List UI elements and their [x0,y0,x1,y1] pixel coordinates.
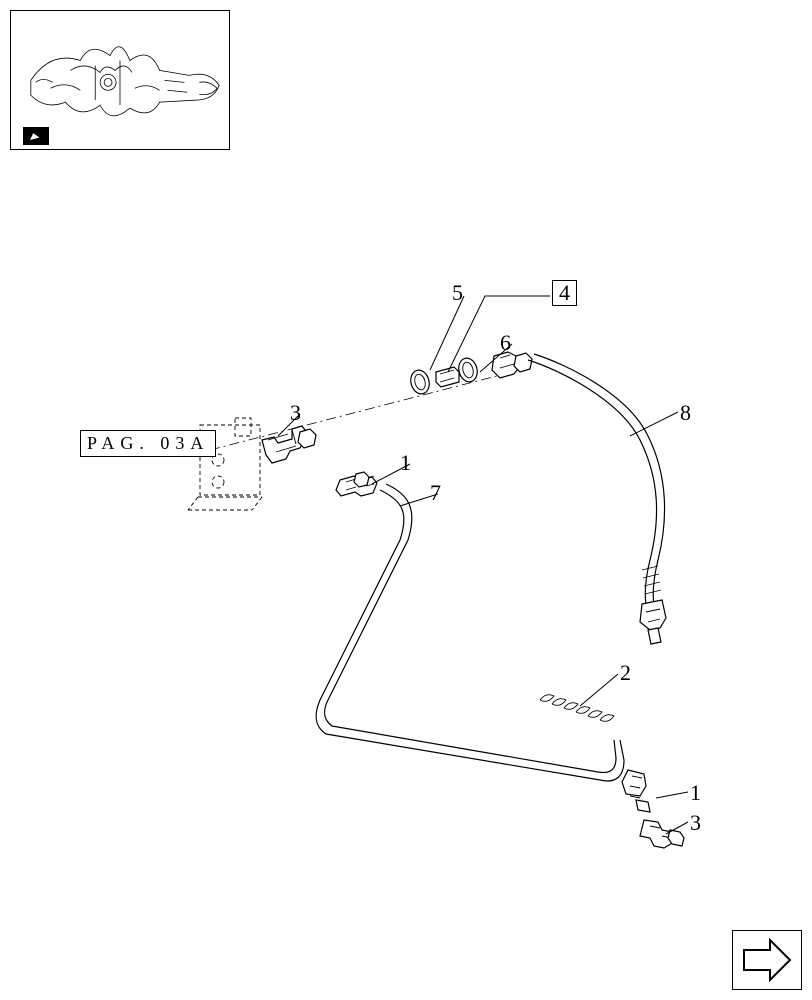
callout-8: 8 [680,400,691,426]
part-2-spring [540,695,614,722]
next-page-button[interactable] [732,930,802,990]
part-3-elbow-upper [262,426,316,463]
callout-1-upper: 1 [400,450,411,476]
callout-7: 7 [430,480,441,506]
part-1-connector-upper [336,472,377,496]
callout-3-upper: 3 [290,400,301,426]
page-reference-label: PAG. 03A [80,430,216,457]
part-6-connector [436,367,459,387]
callout-2: 2 [620,660,631,686]
parts-diagram [0,0,812,1000]
explode-axis [210,370,520,450]
callout-4-boxed: 4 [552,280,577,306]
callout-6: 6 [500,330,511,356]
part-1-connector-lower [622,770,650,812]
callout-3-lower: 3 [690,810,701,836]
arrow-right-icon [742,938,792,982]
callout-5: 5 [452,280,463,306]
part-8-hose [528,354,666,644]
part-3-elbow-lower [640,820,684,848]
leader-lines [278,296,688,834]
callout-1-lower: 1 [690,780,701,806]
part-7-pipe [316,484,624,781]
